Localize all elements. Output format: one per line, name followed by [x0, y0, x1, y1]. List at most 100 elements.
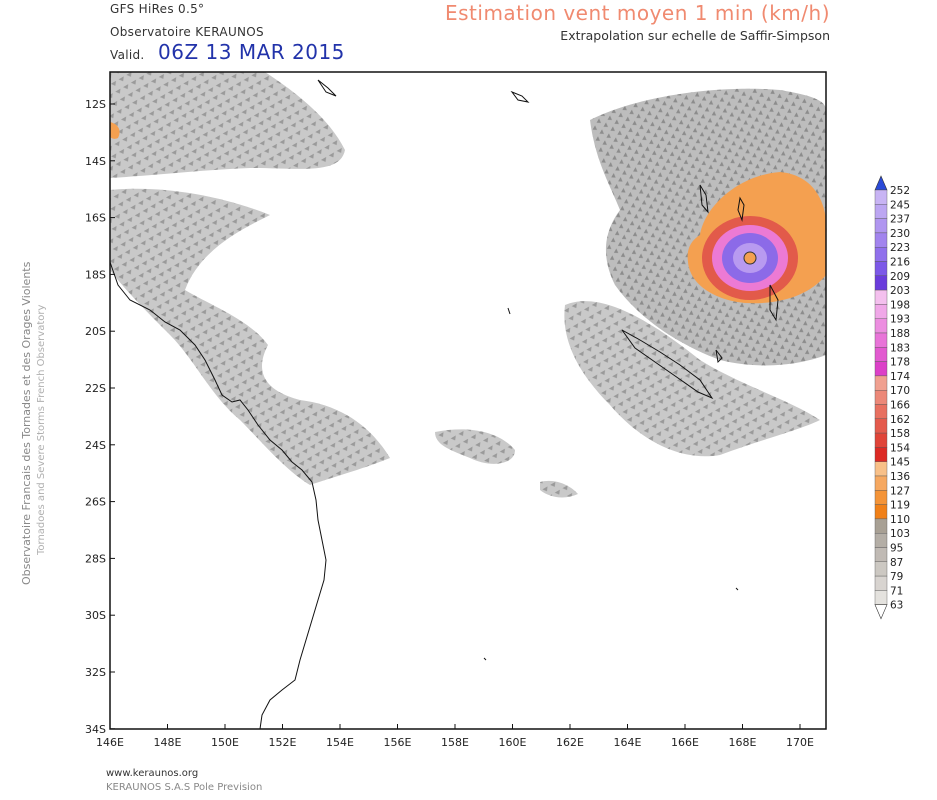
legend-label: 252 — [890, 185, 910, 197]
footer-company: KERAUNOS S.A.S Pole Prevision — [106, 782, 263, 793]
lon-tick-label: 152E — [269, 736, 297, 749]
coastline-solomon-2 — [510, 90, 530, 103]
legend-swatch — [874, 475, 888, 491]
cyclone-eye — [743, 251, 757, 265]
legend-swatch — [874, 390, 888, 405]
lat-tick-label: 22S — [85, 382, 106, 395]
legend-label: 158 — [890, 428, 910, 440]
lon-tick-label: 156E — [384, 736, 412, 749]
coastline-vanuatu-1 — [699, 184, 709, 214]
legend-swatch — [874, 561, 888, 577]
legend-swatch — [874, 289, 888, 305]
lat-tick-label: 14S — [85, 155, 106, 168]
legend-label: 95 — [890, 543, 903, 555]
wind-field-patches — [110, 72, 826, 498]
legend-swatch — [874, 504, 888, 520]
lat-tick-label: 24S — [85, 439, 106, 452]
legend-label: 193 — [890, 314, 910, 326]
coastlines — [109, 79, 779, 730]
observatory-label: Observatoire KERAUNOS — [110, 25, 264, 39]
legend-label: 162 — [890, 414, 910, 426]
legend-label: 230 — [890, 228, 910, 240]
legend-swatch — [874, 575, 888, 591]
lat-tick-label: 12S — [85, 98, 106, 111]
legend-label: 178 — [890, 357, 910, 369]
coastline-islet-1 — [507, 307, 511, 315]
cyclone-pam — [687, 172, 827, 304]
legend-label: 103 — [890, 528, 910, 540]
lat-tick-label: 18S — [85, 268, 106, 281]
legend-label: 198 — [890, 299, 910, 311]
legend-swatch — [874, 590, 888, 605]
coastline-solomon-1 — [317, 79, 337, 97]
lon-tick-label: 164E — [614, 736, 642, 749]
legend-swatch — [874, 261, 888, 277]
lat-tick-label: 26S — [85, 496, 106, 509]
coastline-vanuatu-3 — [769, 284, 779, 322]
legend-label: 136 — [890, 471, 910, 483]
legend-label: 145 — [890, 457, 910, 469]
coastline-islet-3 — [483, 657, 487, 661]
legend-swatch — [874, 304, 888, 319]
map-area — [109, 71, 827, 730]
map-frame — [109, 71, 827, 730]
valid-time: 06Z 13 MAR 2015 — [158, 40, 345, 64]
longitude-axis: 146E 148E 150E 152E 154E 156E 158E 160E 162E 164E… — [96, 724, 814, 749]
valid-label: Valid. — [110, 48, 145, 62]
lon-tick-label: 162E — [556, 736, 584, 749]
wind-patch-coral-sea-east — [435, 429, 515, 464]
lat-tick-label: 32S — [85, 666, 106, 679]
lon-tick-label: 170E — [786, 736, 814, 749]
legend-swatch — [874, 347, 888, 362]
footer-url[interactable]: www.keraunos.org — [106, 768, 199, 779]
legend-swatch — [874, 375, 888, 391]
legend-arrow-top — [874, 175, 888, 191]
legend-swatch — [874, 404, 888, 420]
coastline-islet-2 — [735, 587, 739, 591]
legend-swatch — [874, 547, 888, 563]
coastline-new-caledonia — [621, 329, 714, 400]
wind-patch-coral-sea-west-orange — [110, 122, 120, 139]
lat-tick-label: 30S — [85, 609, 106, 622]
legend-swatch — [874, 490, 888, 505]
legend-swatch — [874, 361, 888, 377]
legend-label: 174 — [890, 371, 910, 383]
legend-swatch — [874, 533, 888, 548]
legend-label: 119 — [890, 500, 910, 512]
wind-patch-south-small — [540, 480, 578, 498]
lon-tick-label: 158E — [441, 736, 469, 749]
legend-label: 188 — [890, 328, 910, 340]
lat-tick-label: 20S — [85, 325, 106, 338]
map-subtitle: Extrapolation sur echelle de Saffir-Simp… — [560, 28, 830, 43]
model-label: GFS HiRes 0.5° — [110, 2, 205, 16]
legend-label: 223 — [890, 242, 910, 254]
lon-tick-label: 150E — [211, 736, 239, 749]
wind-patch-queensland-coast — [110, 188, 390, 485]
lat-tick-label: 28S — [85, 552, 106, 565]
lon-tick-label: 160E — [499, 736, 527, 749]
coastline-loyalty — [715, 349, 723, 364]
legend-arrow-bottom — [874, 604, 888, 620]
legend-label: 79 — [890, 571, 903, 583]
wind-patch-new-caledonia — [564, 301, 820, 457]
legend-label: 203 — [890, 285, 910, 297]
legend-swatch — [874, 246, 888, 262]
legend-swatch — [874, 332, 888, 348]
wind-patch-coral-sea-north — [110, 72, 345, 178]
legend-swatch — [874, 275, 888, 291]
legend-swatch — [874, 447, 888, 462]
legend-swatch — [874, 204, 888, 219]
legend-label: 170 — [890, 385, 910, 397]
legend-label: 183 — [890, 342, 910, 354]
legend-label: 110 — [890, 514, 910, 526]
legend-swatch — [874, 218, 888, 234]
legend-swatch — [874, 418, 888, 434]
legend-label: 154 — [890, 442, 910, 454]
map-title: Estimation vent moyen 1 min (km/h) — [444, 1, 830, 25]
legend-swatch — [874, 461, 888, 477]
lon-tick-label: 146E — [96, 736, 124, 749]
lat-tick-label: 16S — [85, 212, 106, 225]
legend-label: 216 — [890, 257, 910, 269]
legend-label: 71 — [890, 585, 903, 597]
legend-label: 87 — [890, 557, 903, 569]
